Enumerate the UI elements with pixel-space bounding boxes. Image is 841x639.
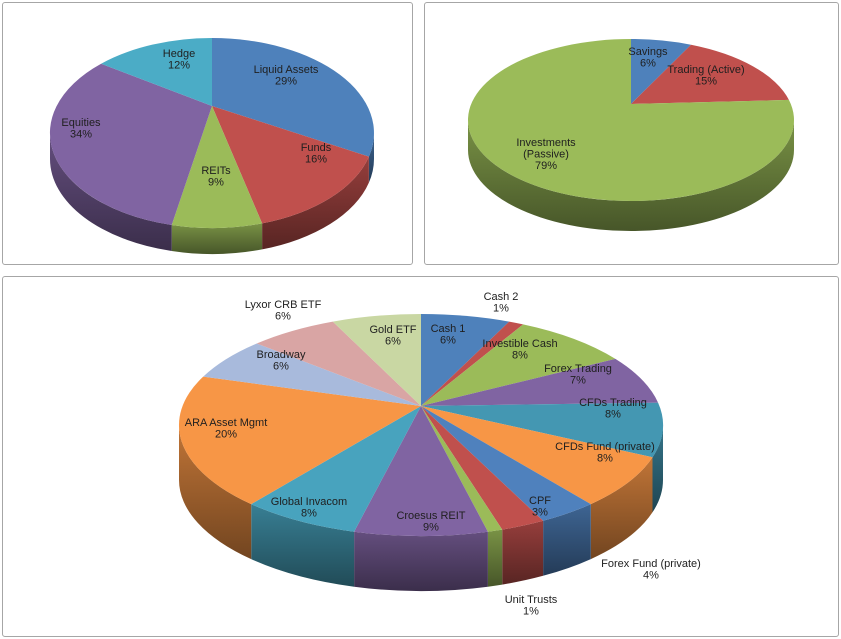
- pie-slice-equities[interactable]: [49, 63, 212, 226]
- pie-label-ara-asset-mgmt: ARA Asset Mgmt 20%: [185, 417, 268, 441]
- pie-label-cfds-fund-private: CFDs Fund (private) 8%: [555, 441, 655, 465]
- pie-slice-cpf[interactable]: [421, 406, 544, 530]
- pie-label-savings: Savings 6%: [628, 46, 668, 70]
- pie-label-hedge: Hedge 12%: [163, 48, 195, 72]
- chart-panel-asset-classes: Liquid Assets 29% Funds 16% REITs 9% Equities 3…: [2, 2, 413, 265]
- pie-slice-investments-passive-side: [468, 120, 794, 231]
- pie-slice-hedge[interactable]: [101, 37, 212, 107]
- chart-panel-holdings-breakdown: Cash 1 6% Cash 2 1% Investible Cash 8% Forex T…: [2, 276, 839, 637]
- pie-slice-equities-side: [50, 133, 172, 251]
- pie-chart-holdings-breakdown: Cash 1 6% Cash 2 1% Investible Cash 8%Forex T…: [178, 291, 701, 618]
- pie-slice-reits[interactable]: [171, 106, 263, 229]
- pie-slice-forex-fund-private[interactable]: [421, 406, 591, 521]
- pie-slice-funds-side: [262, 156, 369, 250]
- pie-label-reits: REITs 9%: [201, 165, 231, 189]
- pie-label-cash-2: Cash 2 1%: [484, 291, 519, 315]
- pie-slice-cfds-fund-private[interactable]: [421, 406, 653, 505]
- pie-slice-croesus-reit[interactable]: [354, 406, 488, 537]
- pie-label-croesus-reit: Croesus REIT 9%: [396, 510, 465, 534]
- pie-label-funds: Funds 16%: [301, 142, 332, 166]
- pie-slice-forex-trading[interactable]: [421, 358, 659, 406]
- pie-label-lyxor-crb-etf: Lyxor CRB ETF 6%: [245, 299, 322, 323]
- pie-chart-asset-classes: Liquid Assets 29% Funds 16% REITs 9% Equities 3…: [49, 37, 374, 255]
- pie-slice-investments-passive[interactable]: [467, 39, 794, 201]
- pie-slice-funds[interactable]: [212, 106, 369, 224]
- pie-slice-reits-side: [171, 223, 263, 255]
- pie-label-cash-1: Cash 1 6%: [431, 323, 466, 347]
- pie-label-unit-trusts: Unit Trusts 1%: [505, 594, 558, 618]
- pie-slice-ara-asset-mgmt[interactable]: [178, 376, 421, 505]
- pie-slice-gold-etf[interactable]: [332, 313, 421, 406]
- pie-slice-liquid-assets-side: [368, 133, 374, 183]
- pie-label-investments-passive: Investments (Passive) 79%: [516, 137, 576, 172]
- pie-slice-global-invacom-side: [251, 504, 355, 587]
- pie-slice-unit-trusts-side: [487, 529, 503, 587]
- pie-slice-cash-1[interactable]: [421, 313, 510, 406]
- pie-slice-cash-2[interactable]: [421, 321, 524, 406]
- pie-slice-forex-fund-private-side: [543, 504, 591, 576]
- pie-label-global-invacom: Global Invacom 8%: [271, 496, 347, 520]
- pie-label-trading-active: Trading (Active) 15%: [667, 64, 744, 88]
- pie-label-liquid-assets: Liquid Assets 29%: [254, 64, 319, 88]
- pie-slice-global-invacom[interactable]: [251, 406, 421, 532]
- pie-slice-croesus-reit-side: [354, 531, 488, 592]
- pie-slice-cfds-fund-private-side: [590, 457, 653, 560]
- pie-slice-investible-cash[interactable]: [421, 324, 616, 406]
- pie-slice-liquid-assets[interactable]: [212, 38, 374, 157]
- pie-slice-lyxor-crb-etf[interactable]: [256, 321, 421, 406]
- pie-slice-ara-asset-mgmt-side: [178, 425, 252, 560]
- pie-slice-cfds-trading[interactable]: [421, 402, 664, 458]
- pie-label-cfds-trading: CFDs Trading 8%: [579, 397, 647, 421]
- pie-slice-broadway[interactable]: [203, 343, 421, 407]
- pie-label-broadway: Broadway 6%: [257, 349, 306, 373]
- pie-label-investible-cash: Investible Cash 8%: [482, 338, 557, 362]
- pie-label-equities: Equities 34%: [61, 117, 101, 141]
- pie-label-forex-trading: Forex Trading 7%: [544, 363, 612, 387]
- pie-slice-savings[interactable]: [631, 39, 691, 104]
- pie-label-gold-etf: Gold ETF 6%: [369, 324, 416, 348]
- pie-slice-cfds-trading-side: [652, 425, 663, 513]
- pie-chart-active-passive: Savings 6%Trading (Active) 15% Investments(…: [467, 39, 794, 231]
- pie-label-forex-fund-private: Forex Fund (private) 4%: [601, 558, 701, 582]
- pie-label-cpf: CPF 3%: [529, 495, 551, 519]
- chart-panel-active-passive: Savings 6% Trading (Active) 15% Investments(…: [424, 2, 839, 265]
- pie-slice-cpf-side: [502, 520, 544, 585]
- pie-slice-trading-active[interactable]: [631, 44, 789, 104]
- pie-slice-unit-trusts[interactable]: [421, 406, 503, 532]
